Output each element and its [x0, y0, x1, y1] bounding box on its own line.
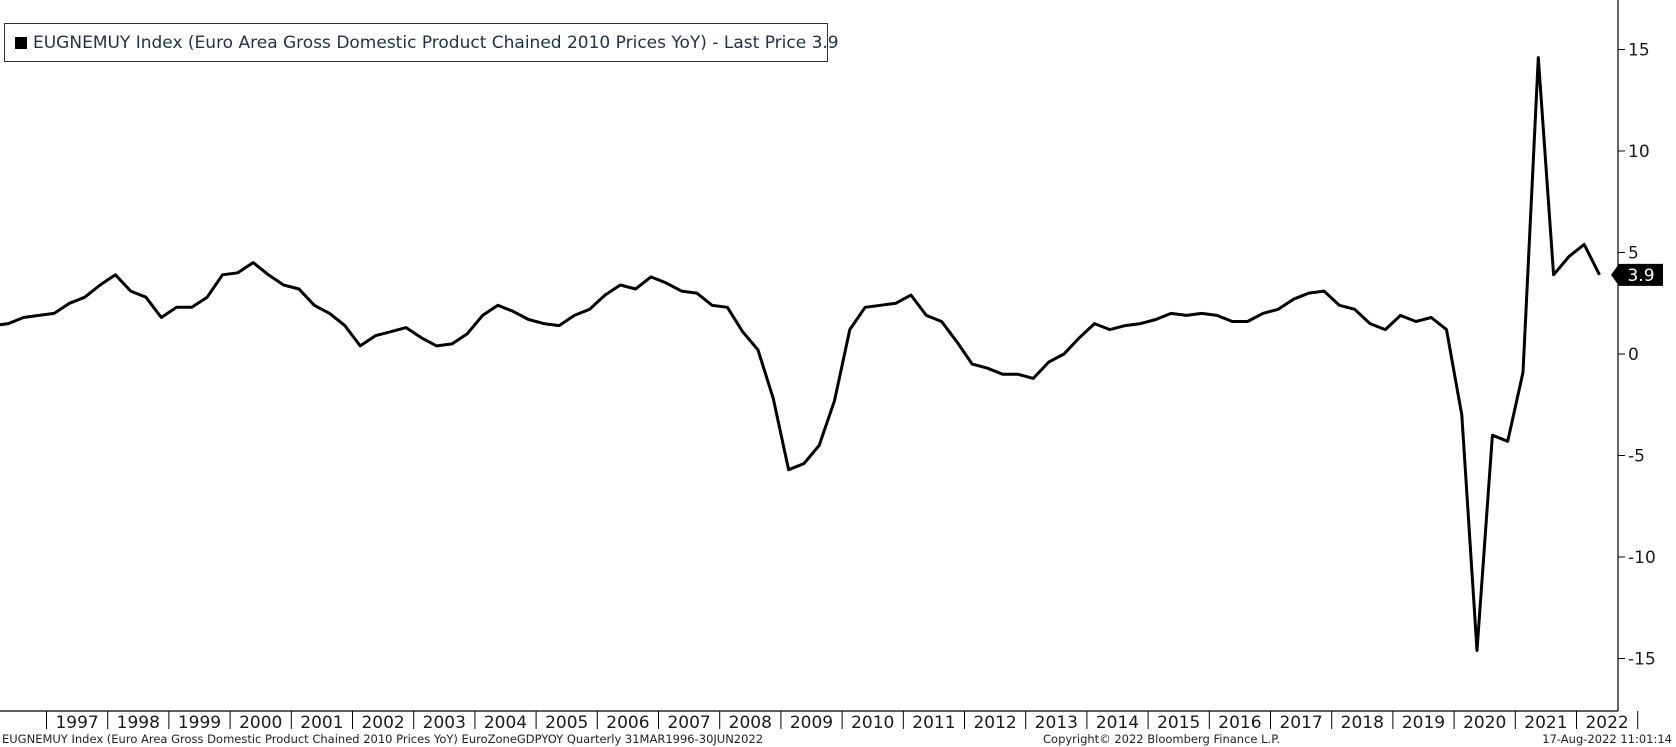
x-tick-label: 1997: [55, 713, 98, 733]
x-tick-label: 2022: [1585, 713, 1628, 733]
legend-swatch: [15, 36, 27, 49]
x-tick-label: 1998: [117, 713, 160, 733]
y-tick-label: -10: [1628, 548, 1656, 568]
x-tick-label: 2011: [912, 713, 955, 733]
x-tick-label: 2014: [1096, 713, 1139, 733]
footer-description: EUGNEMUY Index (Euro Area Gross Domestic…: [2, 732, 764, 746]
footer-copyright: Copyright© 2022 Bloomberg Finance L.P.: [1043, 732, 1280, 746]
legend: EUGNEMUY Index (Euro Area Gross Domestic…: [4, 23, 839, 62]
x-tick-label: 2012: [973, 713, 1016, 733]
last-price-badge: [1611, 263, 1663, 286]
legend-text: EUGNEMUY Index (Euro Area Gross Domestic…: [33, 32, 839, 53]
footer-timestamp: 17-Aug-2022 11:01:14: [1542, 732, 1672, 746]
last-price-label: 3.9: [1627, 266, 1654, 286]
x-tick-label: 1999: [178, 713, 221, 733]
y-tick-label: 5: [1628, 244, 1639, 264]
y-tick-label: 10: [1628, 142, 1650, 162]
x-tick-label: 2019: [1402, 713, 1445, 733]
x-tick-label: 2021: [1524, 713, 1567, 733]
y-axis: 15 10 5 0 -5 -10 -15: [1617, 0, 1656, 711]
x-tick-label: 2007: [667, 713, 710, 733]
y-tick-label: -15: [1628, 650, 1656, 670]
x-tick-label: 2006: [606, 713, 649, 733]
x-tick-label: 2013: [1035, 713, 1078, 733]
x-tick-label: 2017: [1279, 713, 1322, 733]
x-tick-label: 2008: [729, 713, 772, 733]
last-price-marker: 3.9: [1611, 263, 1663, 286]
x-tick-label: 2015: [1157, 713, 1200, 733]
series-group: [0, 56, 1601, 652]
x-tick-label: 2001: [300, 713, 343, 733]
x-tick-label: 2009: [790, 713, 833, 733]
x-tick-label: 2000: [239, 713, 282, 733]
x-tick-label: 2005: [545, 713, 588, 733]
x-tick-label: 2016: [1218, 713, 1261, 733]
x-tick-label: 2018: [1341, 713, 1384, 733]
y-tick-label: -5: [1628, 447, 1645, 467]
x-tick-label: 2020: [1463, 713, 1506, 733]
x-axis: 1997 1998 1999 2000 2001 2002 2003 2004 2005 2006…: [0, 710, 1639, 733]
y-tick-label: 15: [1628, 41, 1650, 61]
y-tick-label: 0: [1628, 345, 1639, 365]
x-tick-label: 2010: [851, 713, 894, 733]
series-line: [0, 56, 1601, 652]
x-tick-label: 2004: [484, 713, 527, 733]
x-tick-label: 2003: [423, 713, 466, 733]
x-tick-label: 2002: [361, 713, 404, 733]
